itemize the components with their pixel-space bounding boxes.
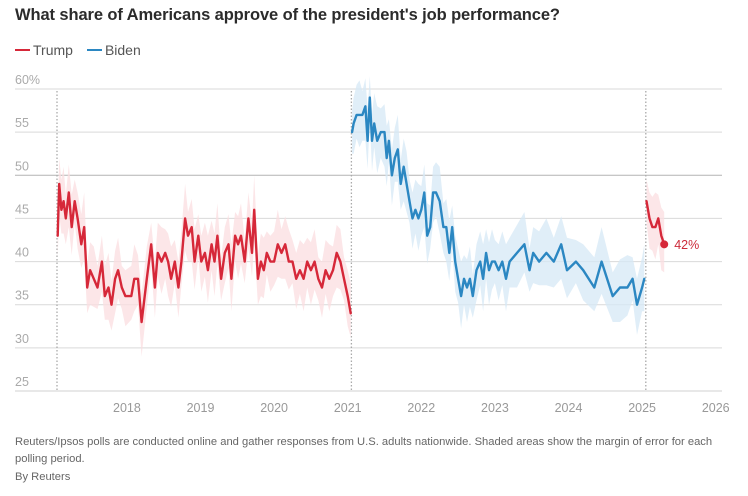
legend: Trump Biden: [15, 42, 141, 58]
x-tick-label: 2019: [187, 401, 215, 415]
y-axis-labels: 60% 55 50 45 40 35 30 25: [15, 73, 40, 389]
y-tick-label: 50: [15, 159, 29, 173]
x-tick-label: 2020: [260, 401, 288, 415]
y-tick-label: 40: [15, 246, 29, 260]
y-tick-label: 30: [15, 332, 29, 346]
series-line-biden-single: [350, 96, 646, 306]
legend-label-trump: Trump: [33, 42, 73, 58]
y-tick-label: 35: [15, 289, 29, 303]
end-point-marker: [660, 240, 669, 249]
y-tick-label: 45: [15, 202, 29, 216]
x-tick-label: 2024: [555, 401, 583, 415]
moe-band-biden-single: [352, 76, 645, 335]
inauguration-markers: [56, 91, 647, 391]
x-axis-labels: 2018 2019 2020 2021 2022 2023 2024 2025 2026: [113, 401, 730, 415]
x-tick-label: 2018: [113, 401, 141, 415]
legend-item-biden: Biden: [86, 42, 141, 58]
legend-swatch-trump: [15, 49, 30, 51]
chart-title: What share of Americans approve of the p…: [15, 6, 560, 24]
annotations: 42%: [660, 238, 699, 252]
series-line-trump-second: [645, 199, 666, 246]
x-tick-label: 2023: [481, 401, 509, 415]
x-tick-label: 2025: [628, 401, 656, 415]
legend-swatch-biden: [86, 49, 102, 51]
x-tick-label: 2026: [702, 401, 730, 415]
footnote: Reuters/Ipsos polls are conducted online…: [15, 436, 713, 465]
y-tick-label: 55: [15, 116, 29, 130]
series-line-trump-first: [56, 182, 352, 324]
margin-of-error-bands: [57, 76, 665, 357]
series-lines: [56, 96, 666, 324]
legend-label-biden: Biden: [104, 42, 141, 58]
end-value-label: 42%: [674, 238, 699, 252]
y-tick-label: 25: [15, 375, 29, 389]
legend-item-trump: Trump: [15, 42, 73, 58]
x-tick-label: 2022: [407, 401, 435, 415]
byline: By Reuters: [15, 471, 71, 483]
x-tick-label: 2021: [334, 401, 362, 415]
y-tick-label: 60%: [15, 73, 40, 87]
